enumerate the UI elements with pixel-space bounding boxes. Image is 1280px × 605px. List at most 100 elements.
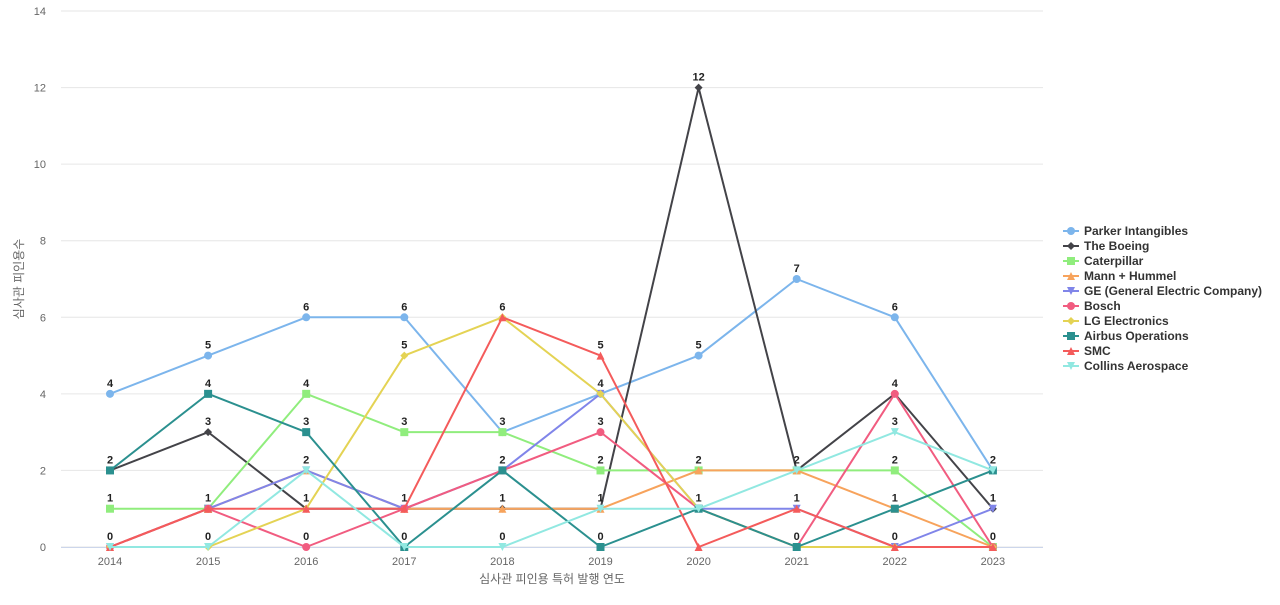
legend-item[interactable]: SMC — [1063, 344, 1111, 358]
data-point[interactable] — [106, 389, 114, 398]
data-point[interactable] — [106, 466, 114, 475]
data-point[interactable] — [204, 504, 213, 513]
data-point[interactable] — [988, 504, 997, 513]
data-point[interactable] — [988, 543, 997, 551]
legend-item[interactable]: The Boeing — [1063, 239, 1149, 253]
data-labels: 4210543106432106531063210543210125217210… — [107, 72, 996, 543]
data-point[interactable] — [596, 543, 605, 551]
y-axis-title: 심사관 피인용수 — [12, 239, 26, 320]
data-point[interactable] — [596, 428, 605, 437]
legend-marker[interactable] — [1067, 242, 1075, 250]
data-point[interactable] — [302, 428, 311, 437]
data-point[interactable] — [890, 466, 899, 475]
series-9 — [106, 428, 997, 551]
data-point[interactable] — [204, 428, 213, 437]
legend-marker[interactable] — [1067, 302, 1075, 310]
data-point[interactable] — [890, 504, 899, 513]
x-tick-label: 2018 — [490, 556, 514, 568]
legend-item[interactable]: Airbus Operations — [1063, 329, 1189, 343]
data-point[interactable] — [302, 389, 311, 398]
data-point[interactable] — [106, 543, 114, 551]
data-label: 2 — [794, 454, 800, 466]
data-point[interactable] — [792, 543, 801, 551]
data-point[interactable] — [694, 543, 703, 551]
data-label: 4 — [107, 378, 114, 390]
data-point[interactable] — [890, 313, 899, 322]
data-label: 1 — [107, 493, 113, 505]
data-point[interactable] — [596, 466, 605, 475]
x-axis-title: 심사관 피인용 특허 발행 연도 — [479, 571, 625, 586]
series-line[interactable] — [110, 431, 994, 548]
data-point[interactable] — [400, 543, 409, 551]
legend-marker[interactable] — [1067, 332, 1075, 340]
data-label: 7 — [794, 263, 800, 275]
data-point[interactable] — [890, 389, 899, 398]
data-point[interactable] — [302, 543, 311, 551]
legend-marker[interactable] — [1067, 257, 1075, 265]
legend-marker[interactable] — [1067, 227, 1075, 235]
y-tick-label: 4 — [40, 389, 46, 401]
data-point[interactable] — [498, 428, 507, 437]
series-line[interactable] — [109, 278, 994, 471]
legend-marker[interactable] — [1067, 287, 1075, 295]
legend-item[interactable]: GE (General Electric Company) — [1063, 284, 1262, 298]
data-label: 0 — [499, 531, 505, 543]
data-point[interactable] — [890, 543, 899, 551]
data-point[interactable] — [792, 466, 801, 475]
series-line[interactable] — [110, 316, 993, 548]
legend-item[interactable]: Bosch — [1063, 299, 1121, 313]
y-tick-label: 2 — [40, 465, 46, 477]
data-point[interactable] — [400, 313, 409, 322]
data-label: 0 — [794, 531, 800, 543]
data-point[interactable] — [792, 275, 801, 283]
data-label: 6 — [401, 301, 407, 313]
data-point[interactable] — [204, 389, 213, 398]
x-tick-label: 2020 — [686, 556, 710, 568]
data-point[interactable] — [204, 543, 213, 551]
data-point[interactable] — [106, 504, 114, 513]
data-point[interactable] — [890, 428, 899, 437]
data-label: 1 — [205, 493, 211, 505]
data-point[interactable] — [694, 466, 703, 475]
data-point[interactable] — [302, 313, 311, 322]
data-point[interactable] — [400, 428, 409, 437]
data-point[interactable] — [498, 466, 507, 475]
data-point[interactable] — [596, 351, 605, 360]
legend-marker[interactable] — [1067, 317, 1075, 325]
data-point[interactable] — [498, 504, 507, 513]
legend-item[interactable]: Mann + Hummel — [1063, 269, 1176, 283]
legend-marker[interactable] — [1067, 362, 1075, 370]
data-point[interactable] — [204, 351, 213, 360]
x-tick-label: 2015 — [196, 556, 220, 568]
data-point[interactable] — [302, 466, 311, 475]
data-point[interactable] — [498, 543, 507, 551]
data-point[interactable] — [596, 504, 605, 513]
legend-marker[interactable] — [1067, 272, 1075, 280]
legend-item[interactable]: Caterpillar — [1063, 254, 1144, 268]
legend-item[interactable]: Parker Intangibles — [1063, 224, 1188, 238]
data-label: 5 — [696, 340, 702, 352]
data-point[interactable] — [988, 466, 997, 475]
data-point[interactable] — [596, 389, 605, 398]
data-point[interactable] — [694, 351, 703, 360]
legend-item[interactable]: LG Electronics — [1063, 314, 1169, 328]
data-point[interactable] — [694, 83, 703, 92]
data-label: 3 — [205, 416, 211, 428]
data-point[interactable] — [302, 504, 311, 513]
data-point[interactable] — [400, 504, 409, 513]
data-point[interactable] — [400, 351, 409, 360]
x-tick-label: 2021 — [784, 556, 808, 568]
legend-label: Mann + Hummel — [1084, 269, 1176, 283]
legend-marker[interactable] — [1067, 347, 1075, 355]
data-label: 2 — [107, 454, 113, 466]
data-point[interactable] — [498, 313, 507, 322]
legend-label: Bosch — [1084, 299, 1121, 313]
data-label: 3 — [892, 416, 898, 428]
y-tick-label: 10 — [34, 159, 46, 171]
data-label: 1 — [696, 493, 702, 505]
data-point[interactable] — [792, 504, 801, 513]
data-point[interactable] — [694, 504, 703, 513]
legend-item[interactable]: Collins Aerospace — [1063, 359, 1189, 373]
